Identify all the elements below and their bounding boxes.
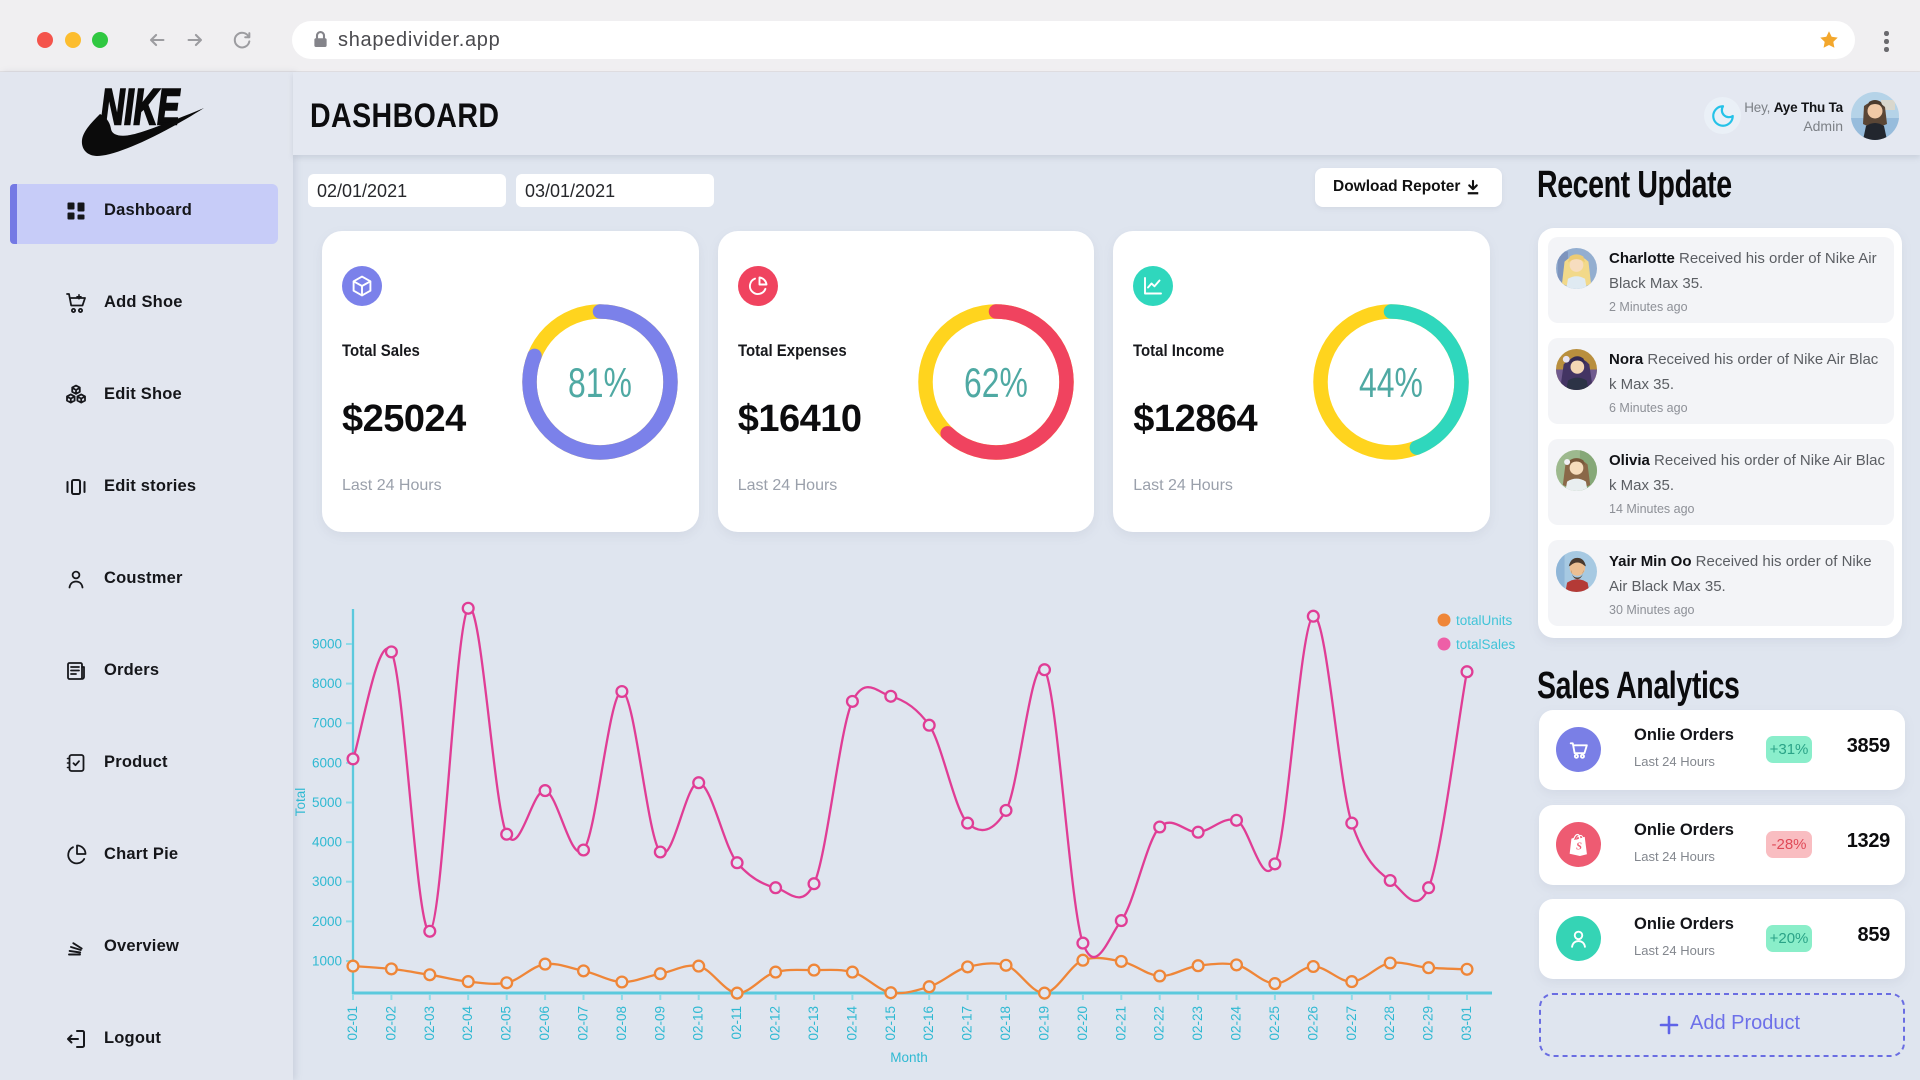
svg-text:02-23: 02-23 xyxy=(1190,1006,1205,1041)
svg-text:02-21: 02-21 xyxy=(1113,1006,1128,1041)
svg-text:02-05: 02-05 xyxy=(499,1006,514,1041)
svg-text:NIKE: NIKE xyxy=(101,84,181,135)
svg-text:02-17: 02-17 xyxy=(960,1006,975,1041)
svg-text:5000: 5000 xyxy=(312,795,342,810)
svg-text:totalSales: totalSales xyxy=(1456,637,1516,652)
svg-text:6000: 6000 xyxy=(312,755,342,770)
svg-text:02-01: 02-01 xyxy=(345,1006,360,1041)
svg-text:2000: 2000 xyxy=(312,914,342,929)
svg-text:9000: 9000 xyxy=(312,637,342,652)
svg-text:S: S xyxy=(1576,842,1582,853)
svg-text:Total: Total xyxy=(295,788,308,817)
svg-text:02-16: 02-16 xyxy=(921,1006,936,1041)
svg-text:02-13: 02-13 xyxy=(806,1006,821,1041)
svg-text:02-18: 02-18 xyxy=(998,1006,1013,1041)
svg-text:02-10: 02-10 xyxy=(691,1006,706,1041)
svg-text:02-24: 02-24 xyxy=(1229,1006,1244,1041)
svg-text:02-19: 02-19 xyxy=(1037,1006,1052,1041)
svg-text:02-08: 02-08 xyxy=(614,1006,629,1041)
svg-text:02-03: 02-03 xyxy=(422,1006,437,1041)
svg-text:1000: 1000 xyxy=(312,954,342,969)
svg-text:02-02: 02-02 xyxy=(383,1006,398,1041)
svg-text:02-26: 02-26 xyxy=(1305,1006,1320,1041)
svg-text:8000: 8000 xyxy=(312,676,342,691)
svg-text:02-12: 02-12 xyxy=(768,1006,783,1041)
svg-text:02-11: 02-11 xyxy=(729,1006,744,1040)
svg-text:Month: Month xyxy=(890,1050,928,1065)
svg-text:3000: 3000 xyxy=(312,874,342,889)
svg-text:02-15: 02-15 xyxy=(883,1006,898,1041)
svg-text:totalUnits: totalUnits xyxy=(1456,613,1513,628)
svg-text:02-06: 02-06 xyxy=(537,1006,552,1041)
svg-text:4000: 4000 xyxy=(312,835,342,850)
svg-text:02-29: 02-29 xyxy=(1421,1006,1436,1041)
svg-text:02-14: 02-14 xyxy=(844,1006,859,1041)
svg-text:02-20: 02-20 xyxy=(1075,1006,1090,1041)
svg-text:02-27: 02-27 xyxy=(1344,1006,1359,1041)
svg-text:02-09: 02-09 xyxy=(652,1006,667,1041)
svg-text:02-07: 02-07 xyxy=(576,1006,591,1041)
svg-text:03-01: 03-01 xyxy=(1459,1006,1474,1041)
svg-text:7000: 7000 xyxy=(312,716,342,731)
svg-text:02-22: 02-22 xyxy=(1152,1006,1167,1041)
svg-text:02-04: 02-04 xyxy=(460,1006,475,1041)
svg-text:02-25: 02-25 xyxy=(1267,1006,1282,1041)
svg-text:02-28: 02-28 xyxy=(1382,1006,1397,1041)
